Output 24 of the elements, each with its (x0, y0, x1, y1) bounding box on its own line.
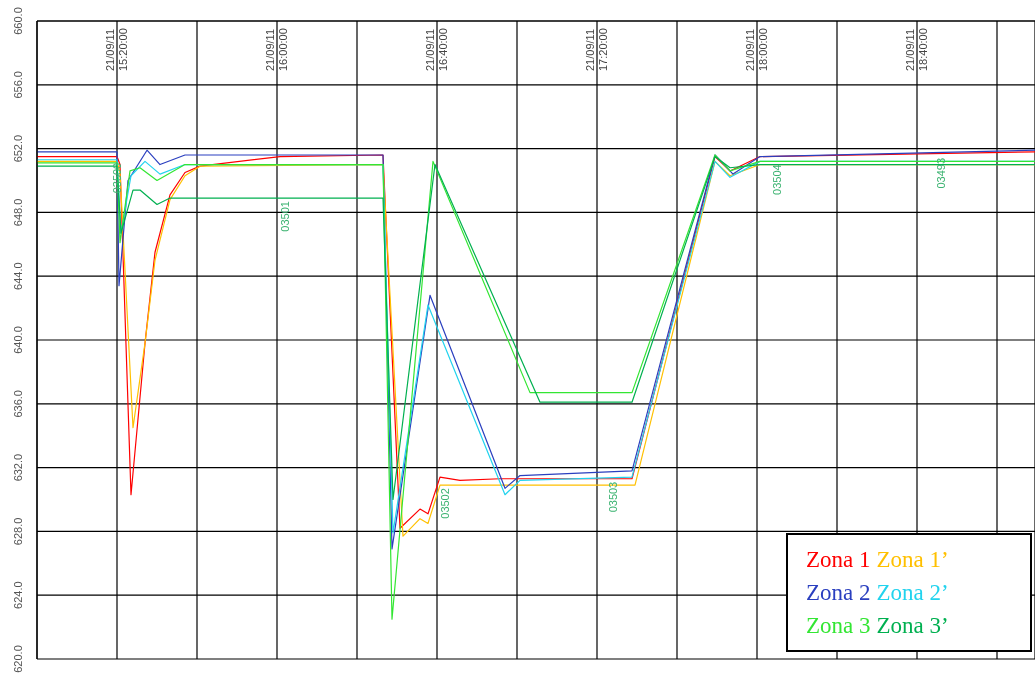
y-tick-label: 656.0 (12, 71, 24, 99)
x-tick-label: 21/09/11 17:20:00 (584, 28, 609, 71)
annotation: 03493 (935, 157, 947, 189)
x-tick-label: 21/09/11 18:00:00 (744, 28, 769, 71)
annotation: 03504 (771, 164, 783, 195)
x-tick-label: 21/09/11 16:00:00 (264, 28, 289, 71)
x-tick-label: 21/09/11 16:40:00 (424, 28, 449, 71)
y-tick-label: 644.0 (12, 262, 24, 290)
y-tick-label: 652.0 (12, 134, 24, 163)
x-tick-label: 21/09/11 15:20:00 (104, 28, 129, 71)
annotation: 03502 (439, 488, 451, 519)
y-tick-label: 624.0 (12, 581, 24, 609)
y-tick-label: 628.0 (12, 517, 24, 546)
legend: Zona 1 Zona 1’ Zona 2 Zona 2’ Zona 3 Zona 3’ (786, 533, 1032, 652)
y-tick-label: 620.0 (12, 645, 24, 673)
annotation: 03503 (607, 481, 619, 513)
y-tick-label: 640.0 (12, 326, 24, 354)
y-tick-label: 660.0 (12, 7, 24, 35)
annotation: 03500 (111, 162, 123, 194)
y-tick-label: 636.0 (12, 390, 24, 418)
y-tick-label: 632.0 (12, 453, 24, 482)
x-tick-label: 21/09/11 18:40:00 (904, 28, 929, 71)
y-tick-label: 648.0 (12, 198, 24, 227)
annotation: 03501 (279, 201, 291, 232)
